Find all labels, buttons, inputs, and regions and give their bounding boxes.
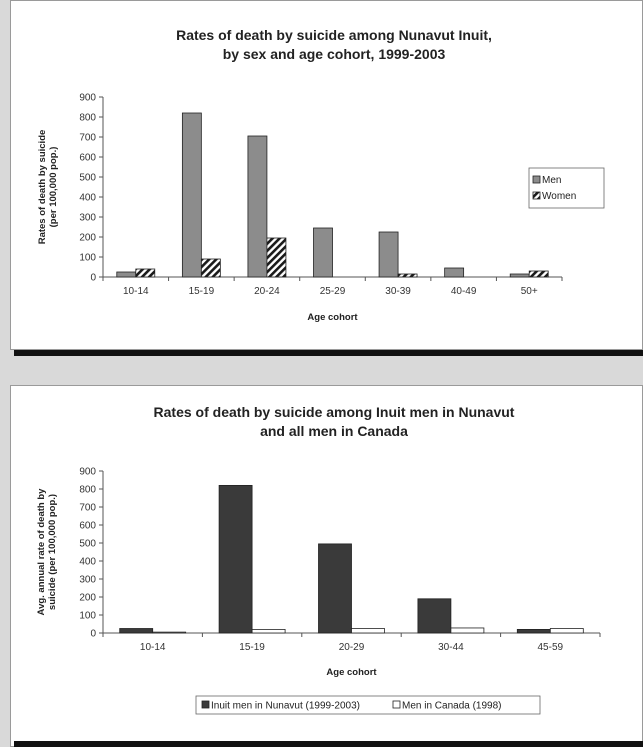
- bar: [266, 237, 287, 278]
- bar: [251, 629, 286, 634]
- x-tick-label: 15-19: [239, 642, 265, 653]
- bar: [351, 628, 385, 634]
- bar: [313, 227, 333, 278]
- x-tick-label: 10-14: [140, 642, 166, 653]
- bar: [450, 627, 485, 634]
- x-tick-label: 10-14: [123, 286, 149, 297]
- x-tick-label: 45-59: [538, 642, 564, 653]
- y-tick-label: 800: [79, 485, 96, 496]
- bar: [516, 629, 551, 634]
- bar: [119, 628, 154, 634]
- y-tick-label: 500: [79, 539, 96, 550]
- bar: [200, 258, 221, 278]
- y-tick-label: 100: [79, 611, 96, 622]
- y-tick-label: 300: [79, 213, 96, 224]
- y-tick-label: 100: [79, 253, 96, 264]
- y-axis-label: Avg. annual rate of death by: [36, 488, 47, 616]
- y-tick-label: 900: [79, 467, 96, 478]
- x-tick-label: 20-24: [254, 286, 280, 297]
- bar: [378, 231, 399, 278]
- y-tick-label: 700: [79, 503, 96, 514]
- legend-box: [528, 167, 605, 209]
- y-tick-label: 0: [90, 629, 96, 640]
- y-tick-label: 600: [79, 153, 96, 164]
- chart-title: and all men in Canada: [260, 423, 408, 439]
- x-tick-label: 20-29: [339, 642, 365, 653]
- y-tick-label: 0: [90, 273, 96, 284]
- y-tick-label: 900: [79, 93, 96, 104]
- x-tick-label: 15-19: [189, 286, 215, 297]
- bar: [218, 484, 253, 634]
- bar: [528, 270, 549, 278]
- y-tick-label: 400: [79, 557, 96, 568]
- x-tick-label: 40-49: [451, 286, 477, 297]
- legend-swatch: [532, 191, 541, 200]
- bar: [152, 631, 187, 634]
- bar: [417, 598, 452, 634]
- x-axis-label: Age cohort: [307, 312, 358, 323]
- legend-swatch: [392, 700, 401, 709]
- legend-box: [195, 695, 541, 715]
- legend-label: Women: [542, 191, 576, 202]
- chart-title: by sex and age cohort, 1999-2003: [223, 46, 446, 62]
- x-axis-label: Age cohort: [326, 667, 377, 678]
- y-tick-label: 200: [79, 233, 96, 244]
- legend-label: Men: [542, 175, 561, 186]
- legend-label: Men in Canada (1998): [402, 701, 502, 712]
- x-tick-label: 50+: [521, 286, 538, 297]
- y-tick-label: 300: [79, 575, 96, 586]
- y-tick-label: 400: [79, 193, 96, 204]
- x-tick-label: 25-29: [320, 286, 346, 297]
- y-tick-label: 600: [79, 521, 96, 532]
- bar: [247, 135, 268, 278]
- bar: [181, 112, 202, 278]
- chart-title: Rates of death by suicide among Inuit me…: [154, 404, 515, 420]
- y-tick-label: 200: [79, 593, 96, 604]
- chart-1-svg: Rates of death by suicide among Nunavut …: [37, 27, 605, 323]
- bar: [549, 628, 584, 634]
- x-tick-label: 30-39: [385, 286, 411, 297]
- x-tick-label: 30-44: [438, 642, 464, 653]
- legend-swatch: [532, 175, 541, 184]
- y-tick-label: 800: [79, 113, 96, 124]
- bar: [397, 273, 418, 278]
- legend-swatch: [201, 700, 210, 709]
- bar: [318, 543, 352, 634]
- y-axis-label: suicide (per 100,000 pop.): [47, 494, 58, 610]
- y-tick-label: 500: [79, 173, 96, 184]
- bar: [135, 268, 156, 278]
- panel-shadow: [14, 350, 643, 356]
- chart-title: Rates of death by suicide among Nunavut …: [176, 27, 492, 43]
- panel-shadow: [14, 741, 643, 747]
- y-axis-label: (per 100,000 pop.): [48, 147, 59, 228]
- bar: [444, 267, 465, 278]
- y-axis-label: Rates of death by suicide: [37, 130, 48, 245]
- legend-label: Inuit men in Nunavut (1999-2003): [211, 701, 360, 712]
- y-tick-label: 700: [79, 133, 96, 144]
